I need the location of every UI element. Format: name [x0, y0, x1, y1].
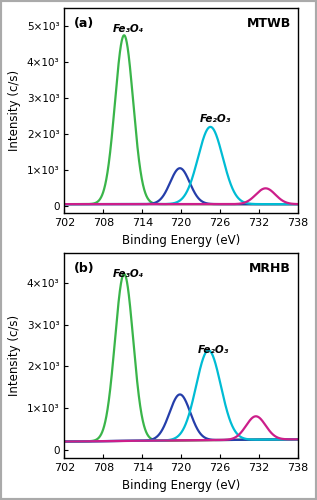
X-axis label: Binding Energy (eV): Binding Energy (eV)	[122, 478, 240, 492]
Text: Fe₂O₃: Fe₂O₃	[199, 114, 231, 124]
Text: Fe₃O₄: Fe₃O₄	[113, 270, 144, 280]
Y-axis label: Intensity (c/s): Intensity (c/s)	[8, 70, 21, 152]
Text: Fe₂O₃: Fe₂O₃	[197, 345, 229, 355]
Text: MRHB: MRHB	[249, 262, 291, 274]
X-axis label: Binding Energy (eV): Binding Energy (eV)	[122, 234, 240, 246]
Text: (b): (b)	[74, 262, 94, 274]
Y-axis label: Intensity (c/s): Intensity (c/s)	[8, 316, 21, 396]
Text: (a): (a)	[74, 16, 94, 30]
Text: Fe₃O₄: Fe₃O₄	[113, 24, 144, 34]
Text: MTWB: MTWB	[247, 16, 291, 30]
